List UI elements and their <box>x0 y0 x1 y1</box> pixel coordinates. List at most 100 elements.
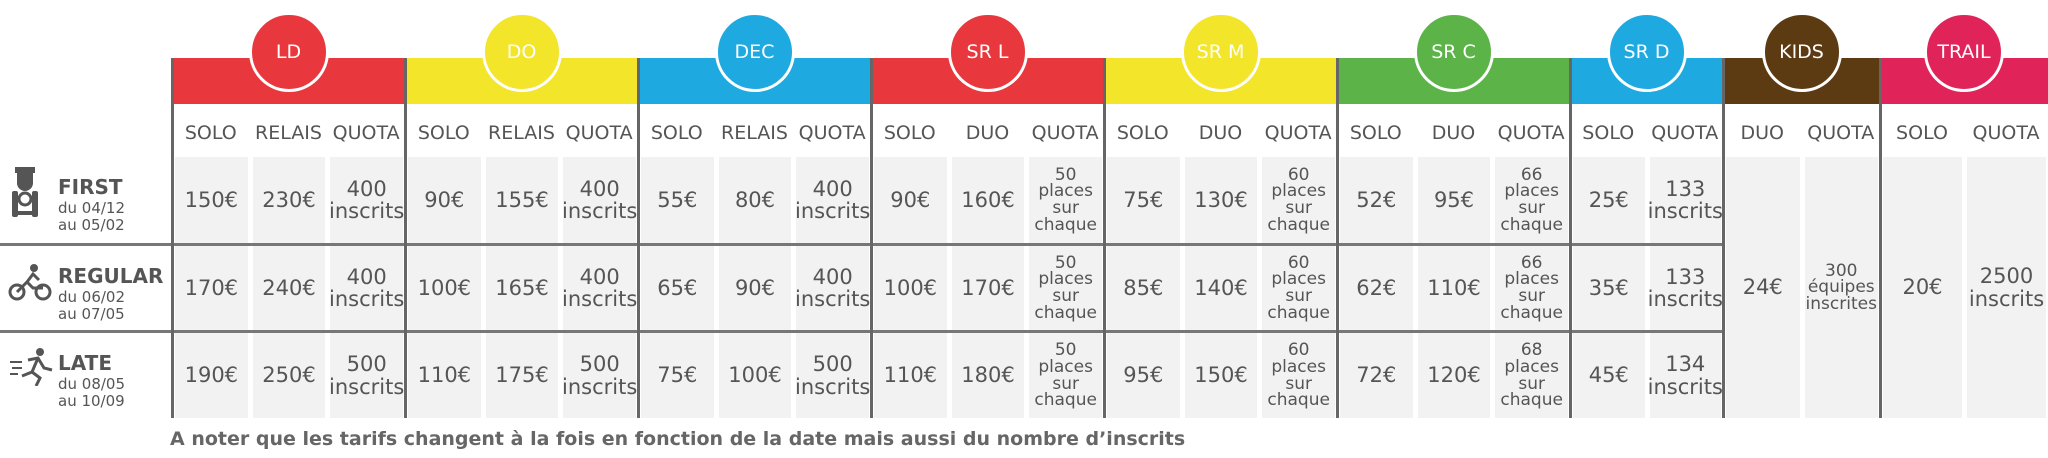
price-cell: 50 places sur chaque <box>1029 246 1102 330</box>
row-separator <box>0 243 172 246</box>
price-cell: 2500 inscrits <box>1967 157 2046 418</box>
price-cell: 72€ <box>1340 333 1413 418</box>
column-header: DUO <box>1198 121 1243 144</box>
price-cell: 52€ <box>1340 157 1413 243</box>
group-separator <box>1103 58 1106 418</box>
tier-name: REGULAR <box>58 264 164 288</box>
price-cell: 90€ <box>874 157 947 243</box>
column-header: SOLO <box>417 121 470 144</box>
price-cell: 400 inscrits <box>329 157 404 243</box>
price-cell: 90€ <box>408 157 481 243</box>
group-separator <box>1569 58 1572 418</box>
group-badge: DEC <box>714 12 795 92</box>
column-header: DUO <box>1431 121 1476 144</box>
column-header: SOLO <box>1582 121 1635 144</box>
price-cell: 100€ <box>718 333 792 418</box>
column-header: RELAIS <box>488 121 555 144</box>
price-cell: 160€ <box>951 157 1025 243</box>
group-separator <box>171 58 174 418</box>
column-header: QUOTA <box>798 121 866 144</box>
group-separator <box>1336 58 1339 418</box>
column-header: QUOTA <box>1497 121 1565 144</box>
footnote: A noter que les tarifs changent à la foi… <box>170 428 1186 450</box>
price-cell: 75€ <box>641 333 714 418</box>
price-cell: 110€ <box>1417 246 1491 330</box>
price-cell: 140€ <box>1184 246 1258 330</box>
group-badge: SR D <box>1606 12 1687 92</box>
price-cell: 133 inscrits <box>1648 157 1723 243</box>
group-separator <box>1879 58 1882 418</box>
price-cell: 133 inscrits <box>1648 246 1723 330</box>
price-cell: 170€ <box>951 246 1025 330</box>
price-cell: 400 inscrits <box>329 246 404 330</box>
price-cell: 230€ <box>252 157 326 243</box>
price-cell: 90€ <box>718 246 792 330</box>
group-badge: SR M <box>1180 12 1261 92</box>
tier-icon <box>8 262 52 306</box>
price-cell: 300 équipes inscrites <box>1804 157 1878 418</box>
column-header: DUO <box>965 121 1010 144</box>
price-cell: 110€ <box>408 333 481 418</box>
price-cell: 150€ <box>1184 333 1258 418</box>
tier-date: du 04/12 <box>58 199 126 217</box>
price-cell: 20€ <box>1883 157 1962 418</box>
price-cell: 85€ <box>1107 246 1180 330</box>
price-cell: 75€ <box>1107 157 1180 243</box>
column-header: QUOTA <box>1972 121 2040 144</box>
price-cell: 500 inscrits <box>562 333 637 418</box>
price-cell: 60 places sur chaque <box>1262 246 1335 330</box>
tier-icon <box>8 165 42 223</box>
price-cell: 134 inscrits <box>1648 333 1723 418</box>
column-header: DUO <box>1740 121 1785 144</box>
price-cell: 155€ <box>485 157 559 243</box>
price-cell: 25€ <box>1573 157 1645 243</box>
price-cell: 45€ <box>1573 333 1645 418</box>
tier-date: du 08/05 <box>58 375 126 393</box>
column-header: QUOTA <box>1031 121 1099 144</box>
price-cell: 66 places sur chaque <box>1495 246 1568 330</box>
price-cell: 400 inscrits <box>795 157 870 243</box>
column-header: RELAIS <box>721 121 788 144</box>
tier-date: au 05/02 <box>58 216 125 234</box>
price-cell: 165€ <box>485 246 559 330</box>
column-header: SOLO <box>1116 121 1169 144</box>
column-header: SOLO <box>883 121 936 144</box>
column-header: QUOTA <box>1807 121 1875 144</box>
price-cell: 150€ <box>175 157 248 243</box>
group-badge: SR C <box>1413 12 1494 92</box>
price-cell: 400 inscrits <box>562 157 637 243</box>
price-cell: 250€ <box>252 333 326 418</box>
group-badge: TRAIL <box>1924 12 2004 92</box>
column-header: SOLO <box>650 121 703 144</box>
price-cell: 180€ <box>951 333 1025 418</box>
group-separator <box>637 58 640 418</box>
price-cell: 60 places sur chaque <box>1262 333 1335 418</box>
price-cell: 190€ <box>175 333 248 418</box>
column-header: RELAIS <box>255 121 322 144</box>
column-header: SOLO <box>1349 121 1402 144</box>
column-header: SOLO <box>1896 121 1948 144</box>
group-badge: KIDS <box>1761 12 1842 92</box>
price-cell: 240€ <box>252 246 326 330</box>
tier-date: du 06/02 <box>58 288 126 306</box>
tier-name: FIRST <box>58 175 123 199</box>
row-separator <box>0 330 1723 333</box>
group-badge: DO <box>481 12 562 92</box>
price-cell: 100€ <box>408 246 481 330</box>
price-cell: 80€ <box>718 157 792 243</box>
price-cell: 170€ <box>175 246 248 330</box>
price-cell: 100€ <box>874 246 947 330</box>
group-separator <box>404 58 407 418</box>
column-header: QUOTA <box>565 121 633 144</box>
column-header: SOLO <box>184 121 237 144</box>
group-separator <box>870 58 873 418</box>
price-cell: 65€ <box>641 246 714 330</box>
price-cell: 500 inscrits <box>795 333 870 418</box>
group-separator <box>1722 58 1725 418</box>
tier-icon <box>8 346 56 390</box>
price-cell: 400 inscrits <box>562 246 637 330</box>
tier-name: LATE <box>58 351 112 375</box>
price-cell: 400 inscrits <box>795 246 870 330</box>
price-cell: 500 inscrits <box>329 333 404 418</box>
